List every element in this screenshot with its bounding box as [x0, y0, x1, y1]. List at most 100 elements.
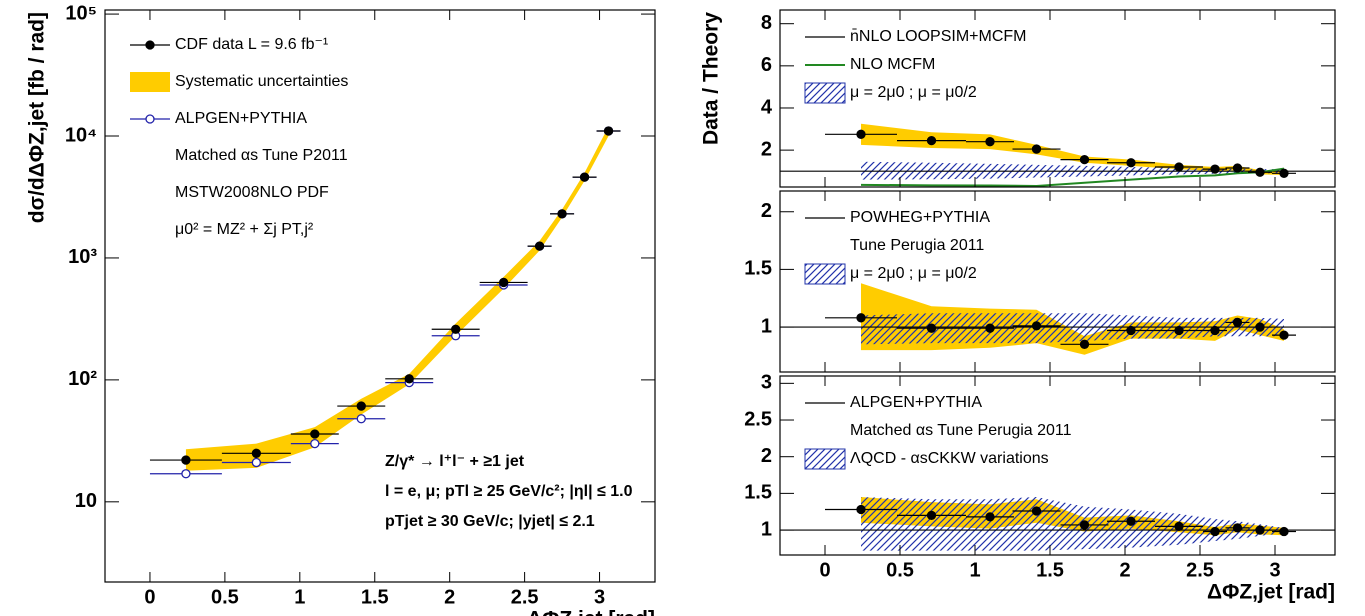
uncertainty-band — [185, 126, 609, 471]
frame — [779, 375, 1336, 556]
legend-label: Systematic uncertainties — [175, 73, 348, 90]
x-tick-label: 0 — [144, 586, 155, 608]
data-marker — [1031, 321, 1042, 331]
legend-marker — [145, 40, 155, 50]
x-tick-label: 2 — [444, 586, 455, 608]
legend-note: Tune Perugia 2011 — [850, 237, 984, 254]
plot-area — [149, 126, 621, 479]
legend-swatch — [130, 72, 170, 92]
data-marker — [1079, 339, 1090, 349]
data-marker — [1079, 520, 1090, 530]
data-marker — [1126, 516, 1136, 526]
plot-area — [780, 497, 1335, 551]
data-marker — [310, 429, 320, 439]
data-marker — [926, 135, 937, 146]
data-marker — [498, 277, 509, 288]
legend-label: ALPGEN+PYTHIA — [175, 110, 307, 127]
plot-area — [780, 283, 1335, 355]
data-marker — [1210, 164, 1220, 174]
data-marker — [451, 324, 461, 334]
hatched-band — [861, 313, 1284, 345]
x-tick-label: 0 — [819, 559, 830, 581]
data-marker — [251, 448, 262, 458]
data-marker — [1255, 167, 1265, 177]
theory-line — [860, 167, 1285, 187]
data-marker — [356, 401, 366, 411]
data-marker — [1174, 162, 1184, 172]
data-marker — [856, 129, 866, 139]
data-marker — [856, 313, 866, 323]
data-marker — [985, 323, 995, 333]
y-tick-label: 10³ — [68, 246, 97, 268]
data-marker — [1126, 158, 1136, 168]
y-tick-label: 3 — [761, 372, 772, 394]
y-tick-label: 2.5 — [744, 408, 772, 430]
x-tick-label: 2.5 — [1186, 559, 1214, 581]
y-tick-label: 1.5 — [744, 258, 772, 280]
data-marker — [985, 137, 995, 147]
legend-swatch — [804, 263, 846, 285]
legend-note: MSTW2008NLO PDF — [175, 184, 329, 201]
x-axis-label: ΔΦZ,jet [rad] — [527, 608, 655, 616]
x-tick-label: 2 — [1119, 559, 1130, 581]
data-marker — [404, 374, 414, 384]
y-tick-label: 10² — [68, 368, 97, 390]
legend-label: NLO MCFM — [850, 56, 935, 73]
frame — [104, 9, 656, 583]
data-marker — [1232, 523, 1243, 533]
data-marker — [1255, 322, 1265, 332]
y-tick-label: 1 — [761, 315, 772, 337]
data-marker — [926, 510, 937, 521]
y-tick-label: 2 — [761, 445, 772, 467]
data-marker — [1210, 526, 1220, 537]
legend-label: CDF data L = 9.6 fb⁻¹ — [175, 36, 328, 53]
annotation: Z/γ* → l⁺l⁻ + ≥1 jet — [385, 453, 525, 470]
y-tick-label: 10 — [75, 490, 97, 512]
legend-label: μ = 2μ0 ; μ = μ0/2 — [850, 84, 977, 101]
y-tick-label: 4 — [761, 96, 773, 118]
legend-label: ALPGEN+PYTHIA — [850, 394, 982, 411]
data-marker — [1079, 154, 1090, 165]
open-marker — [310, 438, 320, 449]
data-marker — [1031, 506, 1042, 516]
data-marker — [557, 209, 567, 219]
x-tick-label: 3 — [594, 586, 605, 608]
x-tick-label: 1 — [294, 586, 305, 608]
y-tick-label: 2 — [761, 200, 772, 222]
data-marker — [1232, 163, 1243, 173]
data-marker — [1279, 330, 1289, 340]
data-marker — [856, 504, 866, 515]
data-marker — [1174, 325, 1184, 336]
legend-label: n̄NLO LOOPSIM+MCFM — [850, 28, 1026, 45]
data-marker — [985, 512, 995, 522]
open-marker — [181, 469, 191, 479]
y-tick-label: 1.5 — [744, 482, 772, 504]
frame — [779, 9, 1336, 188]
y-tick-label: 6 — [761, 54, 772, 76]
legend-note: Matched αs Tune Perugia 2011 — [850, 422, 1072, 439]
data-marker — [926, 323, 937, 333]
open-marker — [251, 457, 262, 468]
plot-area — [780, 123, 1335, 187]
hatched-band — [861, 497, 1284, 551]
legend-swatch — [804, 82, 846, 104]
legend-marker — [145, 114, 155, 124]
open-marker — [356, 414, 366, 424]
x-tick-label: 3 — [1269, 559, 1280, 581]
data-marker — [1174, 521, 1184, 532]
x-tick-label: 1.5 — [1036, 559, 1064, 581]
y-tick-label: 2 — [761, 138, 772, 160]
legend-label: ΛQCD - αsCKKW variations — [850, 450, 1049, 467]
annotation: l = e, μ; pTl ≥ 25 GeV/c²; |ηl| ≤ 1.0 — [385, 483, 633, 500]
x-tick-label: 0.5 — [211, 586, 239, 608]
annotation: pTjet ≥ 30 GeV/c; |yjet| ≤ 2.1 — [385, 513, 595, 530]
data-marker — [181, 455, 191, 465]
data-marker — [1031, 144, 1042, 154]
x-tick-label: 2.5 — [511, 586, 539, 608]
frame — [779, 190, 1336, 373]
data-marker — [1126, 325, 1136, 336]
x-axis-label: ΔΦZ,jet [rad] — [1207, 581, 1335, 604]
data-marker — [579, 172, 590, 182]
data-marker — [534, 241, 545, 251]
